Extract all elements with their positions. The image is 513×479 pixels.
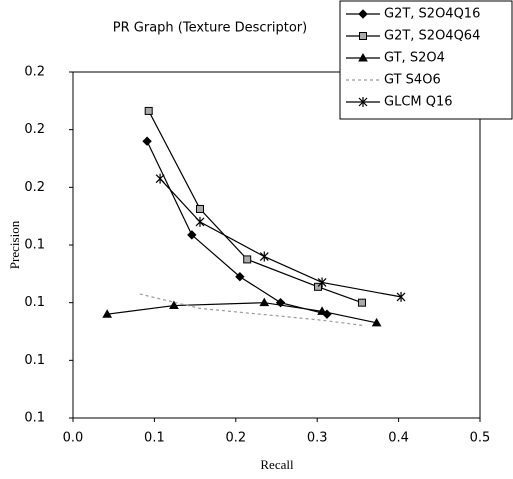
x-tick-label: 0.1 (144, 431, 165, 446)
y-tick-label: 0.1 (24, 238, 45, 253)
legend-marker (358, 52, 368, 62)
series-line (148, 110, 363, 304)
legend-marker (358, 97, 368, 107)
series-line (159, 178, 402, 298)
marker (195, 216, 205, 227)
marker (102, 309, 113, 318)
y-tick-label: 0.2 (24, 122, 45, 137)
chart-title: PR Graph (Texture Descriptor) (113, 21, 307, 36)
marker (144, 106, 153, 115)
marker (317, 277, 327, 288)
legend-marker (358, 9, 368, 19)
x-tick-label: 0.2 (225, 431, 246, 446)
x-tick-label: 0.3 (307, 431, 328, 446)
y-axis-title: Precision (7, 220, 22, 269)
legend-label: GT, S2O4 (384, 51, 445, 66)
marker (371, 317, 382, 327)
y-tick-label: 0.2 (24, 180, 45, 195)
x-tick-label: 0.4 (388, 431, 409, 446)
x-axis-title: Recall (260, 457, 294, 472)
marker (169, 300, 179, 310)
x-tick-label: 0.0 (63, 431, 84, 446)
marker (357, 298, 366, 307)
y-tick-label: 0.1 (24, 295, 45, 310)
plot-frame (72, 71, 481, 419)
marker (155, 173, 165, 184)
marker (275, 297, 286, 308)
legend-label: GT S4O6 (384, 73, 441, 88)
marker (317, 306, 327, 315)
series-line (139, 293, 366, 327)
marker (142, 136, 152, 146)
marker (187, 230, 197, 240)
y-tick-label: 0.2 (24, 65, 45, 80)
legend-box (339, 0, 513, 120)
legend-label: G2T, S2O4Q64 (384, 29, 480, 44)
marker (259, 251, 269, 262)
legend-label: G2T, S2O4Q16 (384, 7, 480, 22)
marker (235, 272, 245, 282)
marker (243, 255, 252, 264)
legend-marker (359, 32, 367, 40)
y-tick-label: 0.1 (24, 353, 45, 368)
series-line (146, 140, 328, 315)
marker (195, 204, 204, 213)
marker (396, 291, 406, 302)
y-tick-label: 0.1 (24, 411, 45, 426)
legend-label: GLCM Q16 (384, 95, 453, 110)
marker (259, 297, 270, 307)
x-tick-label: 0.5 (470, 431, 491, 446)
